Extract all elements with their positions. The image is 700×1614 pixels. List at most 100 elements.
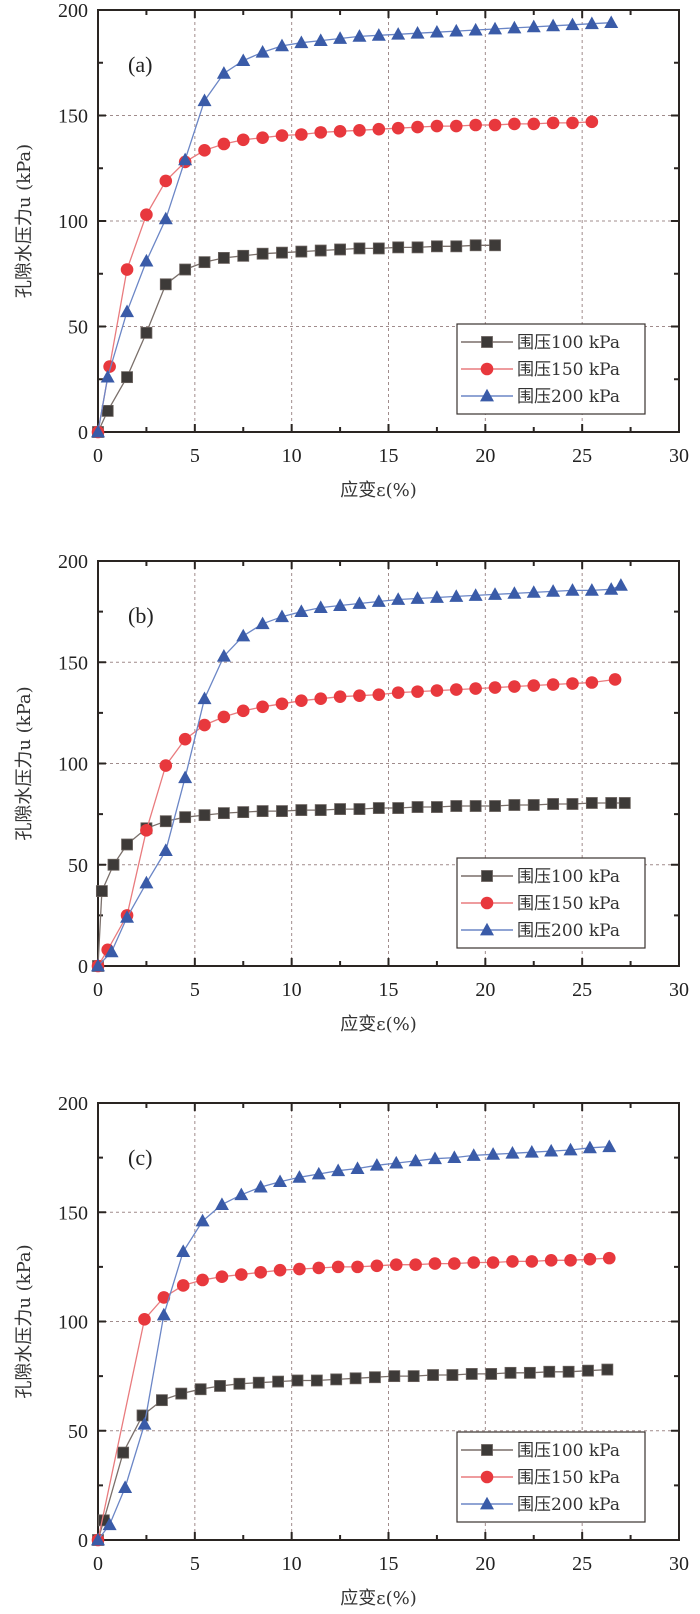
circle-marker (546, 678, 560, 691)
triangle-marker (333, 31, 348, 44)
circle-marker (333, 690, 347, 703)
triangle-marker (507, 586, 522, 599)
square-marker (489, 239, 501, 252)
square-marker (237, 806, 250, 818)
triangle-marker (236, 53, 251, 67)
series-line (97, 678, 616, 967)
triangle-marker (369, 1158, 384, 1171)
circle-marker (314, 692, 328, 705)
legend-label: 围压150 kPa (517, 894, 620, 914)
circle-marker (486, 1256, 500, 1269)
triangle-marker (371, 594, 386, 607)
square-marker (407, 1370, 420, 1383)
panel-label: (a) (128, 52, 152, 77)
triangle-marker (391, 27, 406, 40)
square-marker (121, 371, 133, 384)
circle-marker (256, 700, 269, 714)
circle-marker (217, 137, 231, 151)
triangle-marker (613, 578, 628, 591)
circle-marker (527, 679, 541, 692)
circle-marker (391, 686, 405, 699)
circle-marker (140, 824, 153, 837)
triangle-marker (408, 1153, 423, 1167)
triangle-marker (429, 590, 444, 603)
grid (98, 561, 679, 966)
square-marker (427, 1369, 439, 1381)
triangle-marker (563, 1142, 578, 1156)
triangle-marker (526, 19, 541, 33)
y-tick-label: 100 (58, 754, 88, 776)
legend: 围压100 kPa 围压150 kPa 围压200 kPa (456, 857, 646, 949)
circle-marker (506, 1255, 519, 1268)
circle-marker (120, 263, 134, 276)
triangle-marker (486, 1147, 501, 1160)
legend-label: 围压200 kPa (517, 387, 620, 407)
triangle-marker (480, 388, 494, 402)
circle-marker (198, 718, 211, 732)
square-marker (431, 801, 443, 813)
circle-marker (235, 1268, 248, 1281)
triangle-marker (333, 598, 348, 611)
triangle-marker (480, 922, 494, 936)
x-axis-title: 应变ε(%) (340, 1014, 416, 1035)
circle-marker (275, 697, 289, 711)
square-marker (353, 803, 366, 815)
circle-marker (467, 1256, 481, 1269)
circle-marker (583, 1252, 597, 1266)
square-marker (198, 256, 211, 269)
square-marker (618, 797, 631, 809)
legend-label: 围压100 kPa (517, 1441, 620, 1461)
triangle-marker (391, 592, 406, 605)
triangle-marker (584, 16, 599, 30)
square-marker (179, 811, 192, 824)
triangle-marker (350, 1161, 365, 1174)
triangle-marker (604, 15, 619, 29)
y-axis-title: 孔隙水压力u (kPa) (14, 144, 35, 298)
circle-marker (178, 732, 192, 746)
triangle-marker (216, 66, 231, 79)
triangle-marker (91, 424, 105, 438)
square-marker (217, 807, 230, 820)
triangle-marker (158, 211, 173, 225)
circle-marker (409, 1258, 422, 1271)
square-marker (508, 799, 521, 811)
circle-marker (215, 1270, 229, 1284)
square-marker (372, 802, 385, 814)
triangle-marker (544, 1143, 559, 1157)
legend-label: 围压150 kPa (517, 1468, 620, 1488)
legend-item: 围压200 kPa (461, 1495, 620, 1515)
square-marker (469, 800, 482, 812)
y-tick-label: 50 (68, 855, 88, 877)
x-tick-label: 15 (379, 1553, 399, 1575)
square-marker (582, 1364, 594, 1377)
circle-marker (389, 1258, 403, 1271)
triangle-marker (292, 1170, 307, 1183)
square-marker (392, 802, 405, 814)
circle-marker (480, 1470, 494, 1484)
triangle-marker (526, 585, 541, 598)
x-tick-label: 20 (475, 445, 495, 467)
legend-label: 围压100 kPa (517, 867, 620, 887)
triangle-marker (313, 600, 328, 613)
triangle-marker (488, 21, 503, 35)
triangle-marker (156, 1307, 171, 1321)
square-marker (156, 1394, 168, 1407)
square-marker (372, 242, 385, 255)
y-tick-label: 150 (58, 1202, 88, 1224)
triangle-marker (197, 691, 212, 705)
circle-marker (480, 362, 494, 376)
triangle-marker (120, 304, 135, 318)
circle-marker (566, 677, 579, 690)
triangle-marker (480, 1496, 494, 1510)
square-marker (388, 1370, 401, 1383)
square-marker (179, 263, 192, 276)
triangle-marker (120, 910, 135, 923)
square-marker (159, 815, 172, 828)
triangle-marker (352, 596, 367, 609)
triangle-marker (91, 1532, 105, 1546)
panel-label: (c) (128, 1145, 152, 1170)
triangle-marker (104, 944, 119, 958)
square-marker (175, 1387, 188, 1400)
circle-marker (331, 1260, 345, 1274)
triangle-marker (274, 38, 289, 52)
